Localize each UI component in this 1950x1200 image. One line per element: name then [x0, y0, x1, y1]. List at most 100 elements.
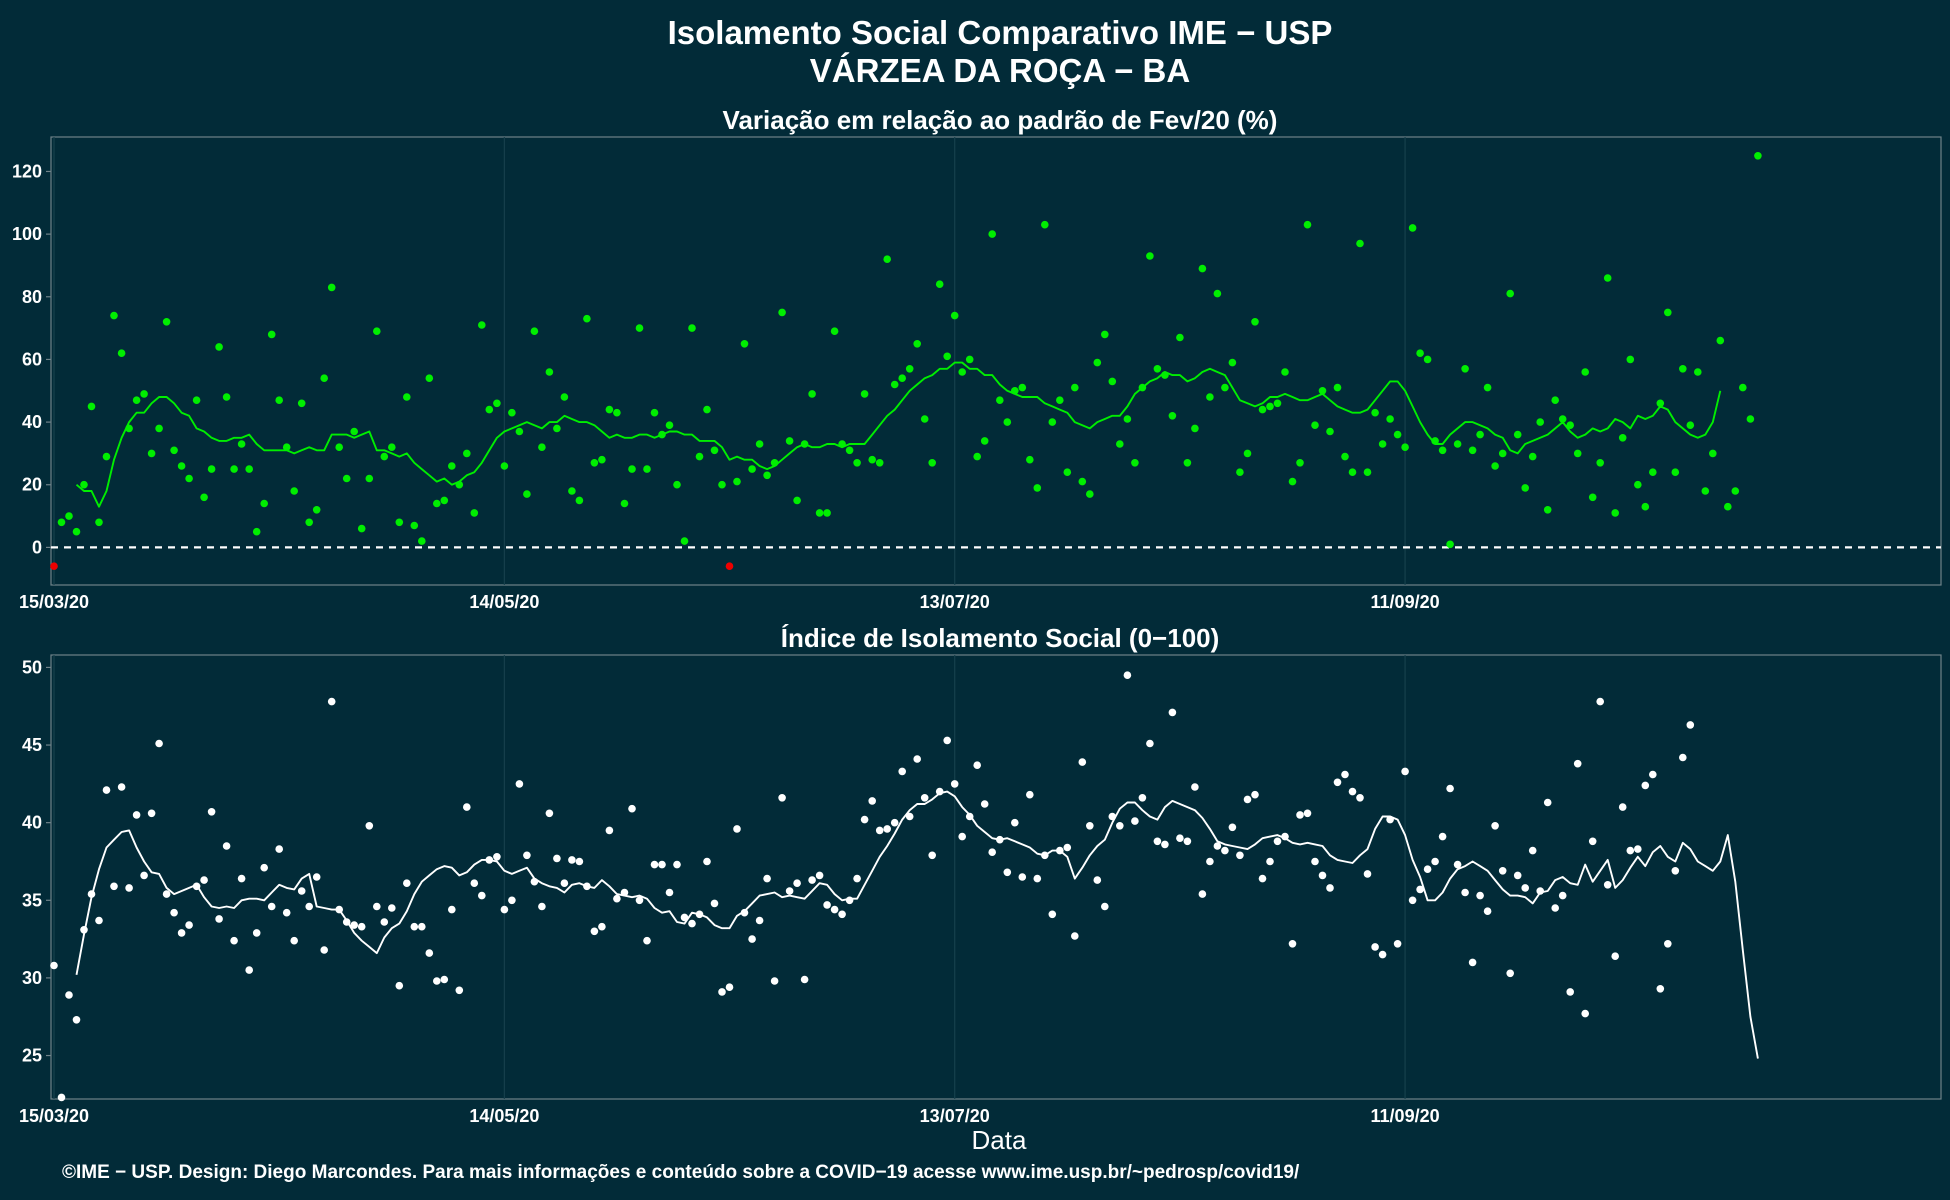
variation-data-point: [1378, 440, 1387, 448]
index-data-point: [1664, 940, 1672, 948]
variation-data-point: [688, 324, 696, 332]
variation-data-point: [808, 390, 816, 398]
index-data-point: [1206, 857, 1214, 866]
variation-data-point: [185, 474, 193, 483]
variation-data-point: [1528, 452, 1537, 461]
variation-data-point: [1664, 308, 1672, 317]
variation-data-point: [215, 343, 223, 351]
variation-data-point: [350, 427, 359, 436]
variation-data-point: [658, 430, 666, 439]
variation-data-point: [395, 518, 404, 527]
index-data-point: [560, 879, 569, 887]
index-data-point: [388, 904, 396, 912]
variation-x-tick-label: 13/07/20: [920, 592, 990, 612]
variation-data-point: [890, 380, 899, 389]
index-data-point: [1296, 811, 1304, 819]
variation-data-point: [996, 396, 1004, 405]
variation-moving-average-line: [75, 361, 1722, 508]
index-data-point: [275, 845, 284, 853]
index-data-point: [1581, 1009, 1589, 1018]
variation-data-point: [1498, 449, 1507, 458]
index-data-point: [155, 739, 163, 748]
variation-data-point: [65, 512, 73, 520]
index-data-point: [1536, 887, 1544, 895]
index-data-point: [523, 851, 531, 860]
index-data-point: [785, 887, 794, 895]
index-data-point: [478, 891, 486, 900]
index-data-point: [1228, 823, 1237, 832]
variation-data-point: [290, 487, 299, 495]
variation-data-point: [1649, 468, 1657, 477]
index-data-point: [297, 887, 306, 895]
variation-data-point: [1236, 468, 1244, 477]
index-data-point: [1408, 896, 1417, 905]
variation-data-point: [72, 527, 81, 536]
index-data-point: [440, 975, 449, 984]
variation-data-point: [418, 537, 426, 545]
variation-data-point: [125, 424, 133, 433]
variation-data-point: [140, 390, 148, 398]
variation-data-point: [500, 462, 509, 470]
index-data-point: [710, 899, 719, 908]
variation-data-point: [643, 465, 651, 473]
variation-data-point: [1206, 393, 1214, 401]
variation-y-tick-label: 40: [22, 412, 42, 432]
index-data-point: [1393, 940, 1402, 948]
index-data-point: [177, 929, 186, 937]
index-data-point: [1671, 867, 1680, 875]
index-data-point: [553, 854, 561, 863]
variation-data-point: [823, 509, 831, 517]
variation-data-point: [1018, 383, 1027, 392]
variation-data-point: [1011, 387, 1019, 395]
index-data-point: [673, 860, 681, 869]
index-data-point: [305, 902, 314, 911]
index-data-point: [620, 888, 629, 897]
index-data-point: [1603, 881, 1612, 889]
variation-data-point: [155, 424, 163, 433]
index-data-point: [1108, 812, 1117, 821]
index-data-point: [1686, 721, 1695, 729]
variation-data-point: [1461, 365, 1469, 373]
variation-data-point: [312, 506, 321, 514]
index-data-point: [920, 794, 929, 802]
index-panel-title: Índice de Isolamento Social (0−100): [781, 623, 1220, 653]
variation-data-point: [1483, 383, 1492, 392]
index-data-point: [50, 961, 58, 970]
index-data-point: [312, 873, 321, 881]
variation-data-point: [680, 537, 689, 545]
variation-data-point: [763, 471, 771, 480]
index-data-point: [1191, 783, 1199, 791]
variation-data-point: [793, 496, 801, 505]
index-data-point: [373, 902, 381, 911]
index-data-point: [575, 857, 584, 866]
index-data-point: [1086, 822, 1094, 830]
variation-data-point: [1266, 402, 1274, 411]
index-data-point: [650, 860, 659, 869]
variation-data-point: [1438, 446, 1447, 455]
index-data-point: [680, 913, 689, 922]
index-y-tick-label: 50: [22, 657, 42, 677]
variation-data-point: [403, 393, 411, 401]
index-data-point: [950, 780, 959, 788]
variation-data-point: [965, 355, 974, 364]
variation-data-point: [725, 562, 734, 570]
variation-data-point: [665, 421, 674, 430]
index-data-point: [1056, 846, 1064, 855]
variation-data-point: [973, 452, 981, 461]
index-data-point: [1543, 798, 1552, 807]
index-data-point: [237, 874, 246, 883]
index-data-point: [1679, 753, 1687, 762]
variation-data-point: [1551, 396, 1559, 405]
variation-data-point: [1671, 468, 1680, 477]
variation-data-point: [110, 311, 118, 320]
variation-data-point: [320, 374, 329, 383]
variation-data-point: [1198, 264, 1207, 273]
index-data-point: [658, 860, 666, 869]
variation-data-point: [327, 283, 336, 292]
variation-data-point: [1168, 412, 1177, 420]
variation-data-point: [590, 459, 599, 467]
index-data-point: [875, 826, 884, 835]
index-y-tick-label: 40: [22, 813, 42, 833]
index-data-point: [162, 890, 171, 898]
variation-data-point: [838, 440, 846, 448]
